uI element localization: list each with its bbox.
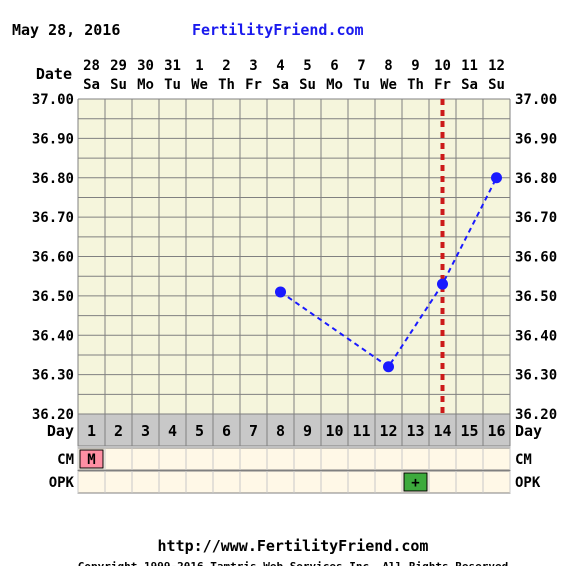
date-label: 30 xyxy=(137,58,154,74)
cm-row-label: CM xyxy=(57,452,74,468)
y-tick-label-right: 36.80 xyxy=(515,171,557,187)
cycle-day-label: 4 xyxy=(168,422,177,440)
cycle-day-label: 2 xyxy=(114,422,123,440)
date-label: 12 xyxy=(488,58,505,74)
weekday-label: Th xyxy=(407,77,424,93)
cm-row-label-right: CM xyxy=(515,452,532,468)
y-tick-label-left: 36.40 xyxy=(32,328,74,344)
weekday-label: Sa xyxy=(272,77,289,93)
y-tick-label-left: 36.30 xyxy=(32,368,74,384)
cycle-day-label: 13 xyxy=(406,422,424,440)
cycle-day-label: 3 xyxy=(141,422,150,440)
cycle-day-label: 7 xyxy=(249,422,258,440)
y-tick-label-right: 36.60 xyxy=(515,250,557,266)
y-tick-label-right: 36.50 xyxy=(515,289,557,305)
temperature-point xyxy=(383,361,394,373)
opk-row-label: OPK xyxy=(49,475,75,491)
period-cell xyxy=(79,449,104,469)
cycle-day-label: 10 xyxy=(325,422,343,440)
weekday-label: Mo xyxy=(137,77,154,93)
date-label: 31 xyxy=(164,58,181,74)
date-label: 4 xyxy=(276,58,284,74)
chart-date: May 28, 2016 xyxy=(12,21,120,39)
y-tick-label-right: 36.40 xyxy=(515,328,557,344)
weekday-label: Fr xyxy=(434,77,451,93)
weekday-label: Sa xyxy=(83,77,100,93)
weekday-label: Su xyxy=(110,77,127,93)
cycle-day-label: 14 xyxy=(433,422,451,440)
date-label: 11 xyxy=(461,58,478,74)
weekday-label: Su xyxy=(488,77,505,93)
weekday-label: Fr xyxy=(245,77,262,93)
date-label: 1 xyxy=(195,58,203,74)
day-row-label: Day xyxy=(47,422,74,440)
y-tick-label-left: 36.20 xyxy=(32,407,74,423)
y-tick-label-right: 36.70 xyxy=(515,210,557,226)
opk-value: + xyxy=(411,475,419,491)
weekday-label: We xyxy=(191,77,208,93)
day-row-label-right: Day xyxy=(515,422,542,440)
date-label: 9 xyxy=(411,58,419,74)
y-tick-label-right: 36.90 xyxy=(515,131,557,147)
weekday-label: Mo xyxy=(326,77,343,93)
date-label: 8 xyxy=(384,58,392,74)
cycle-day-label: 8 xyxy=(276,422,285,440)
date-label: 5 xyxy=(303,58,311,74)
weekday-label: Tu xyxy=(164,77,181,93)
weekday-label: Sa xyxy=(461,77,478,93)
temperature-series-line xyxy=(279,177,498,369)
y-tick-label-right: 36.30 xyxy=(515,368,557,384)
date-label: 10 xyxy=(434,58,451,74)
cycle-day-label: 11 xyxy=(352,422,370,440)
temperature-point xyxy=(491,172,502,184)
y-tick-label-left: 36.60 xyxy=(32,250,74,266)
weekday-label: We xyxy=(380,77,397,93)
cycle-day-label: 6 xyxy=(222,422,231,440)
cycle-day-label: 15 xyxy=(460,422,478,440)
cycle-day-label: 16 xyxy=(487,422,505,440)
date-label: 28 xyxy=(83,58,100,74)
weekday-label: Th xyxy=(218,77,235,93)
cycle-day-label: 1 xyxy=(87,422,96,440)
footer-copyright: Copyright 1999-2016 Tamtris Web Services… xyxy=(78,560,508,566)
cycle-day-label: 5 xyxy=(195,422,204,440)
opk-positive-cell xyxy=(403,472,428,492)
cycle-day-label: 12 xyxy=(379,422,397,440)
date-label: 7 xyxy=(357,58,365,74)
temperature-point xyxy=(437,278,448,290)
opk-row-label-right: OPK xyxy=(515,475,541,491)
temperature-point xyxy=(275,286,286,298)
date-label: 6 xyxy=(330,58,338,74)
date-label: 2 xyxy=(222,58,230,74)
cycle-day-label: 9 xyxy=(303,422,312,440)
y-tick-label-right: 37.00 xyxy=(515,92,557,108)
chart-site-title: FertilityFriend.com xyxy=(192,21,364,39)
y-tick-label-left: 36.80 xyxy=(32,171,74,187)
date-label: 29 xyxy=(110,58,127,74)
y-tick-label-left: 36.50 xyxy=(32,289,74,305)
date-label: 3 xyxy=(249,58,257,74)
date-row-label: Date xyxy=(36,65,72,83)
weekday-label: Su xyxy=(299,77,316,93)
weekday-label: Tu xyxy=(353,77,370,93)
y-tick-label-left: 36.70 xyxy=(32,210,74,226)
y-tick-label-left: 37.00 xyxy=(32,92,74,108)
footer-url: http://www.FertilityFriend.com xyxy=(158,537,429,555)
y-tick-label-right: 36.20 xyxy=(515,407,557,423)
cm-value: M xyxy=(87,452,95,468)
y-tick-label-left: 36.90 xyxy=(32,131,74,147)
